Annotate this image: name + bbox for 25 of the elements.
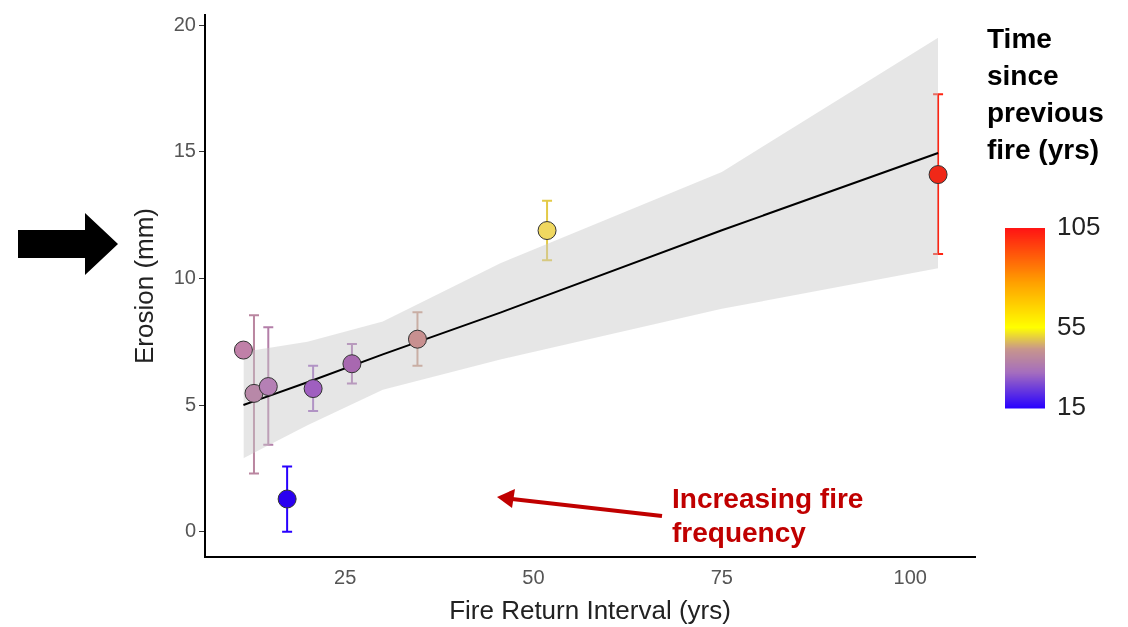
point: [244, 383, 264, 403]
x-tick-label: 25: [334, 565, 357, 588]
point: [537, 221, 557, 241]
x-tick-label: 50: [522, 565, 545, 588]
point: [258, 377, 278, 397]
y-tick-label: 15: [173, 139, 196, 162]
point: [233, 340, 253, 360]
color-bar-title: Time since previous fire (yrs): [987, 22, 1105, 167]
point: [303, 379, 323, 399]
y-tick-label: 5: [184, 392, 196, 415]
y-axis-title: Erosion (mm): [128, 207, 159, 365]
point: [407, 329, 427, 349]
color-bar-label: 55: [1057, 311, 1086, 342]
point: [342, 354, 362, 374]
x-tick-label: 75: [710, 565, 733, 588]
color-bar-label: 15: [1057, 391, 1086, 422]
x-tick-label: 100: [893, 565, 927, 588]
y-tick-label: 10: [173, 265, 196, 288]
x-axis-title: Fire Return Interval (yrs): [449, 594, 731, 625]
y-tick-label: 20: [173, 12, 196, 35]
color-bar-label: 105: [1057, 211, 1101, 242]
point: [928, 165, 948, 185]
point: [277, 489, 297, 509]
annotation: Increasing fire frequency: [672, 482, 865, 550]
y-tick-label: 0: [184, 519, 196, 542]
